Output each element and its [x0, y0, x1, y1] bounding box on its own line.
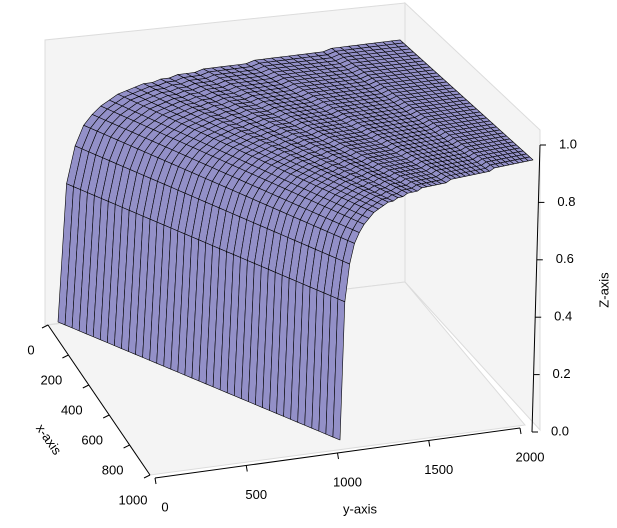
surface-patch — [332, 298, 346, 441]
y-tick-label: 0 — [161, 499, 168, 514]
x-tick — [41, 324, 49, 329]
y-tick — [337, 452, 339, 460]
y-tick — [245, 465, 248, 472]
x-axis-label: x-axis — [33, 421, 65, 458]
x-tick — [62, 354, 69, 359]
z-axis-line — [531, 144, 541, 433]
z-tick-label: 0.2 — [553, 366, 571, 381]
x-tick — [82, 384, 90, 389]
z-tick-label: 1.0 — [559, 136, 577, 151]
y-tick-label: 2000 — [516, 449, 545, 464]
x-tick-label: 0 — [27, 342, 34, 357]
x-tick-label: 200 — [41, 372, 63, 387]
y-tick-label: 1000 — [333, 474, 362, 489]
x-tick — [102, 414, 110, 419]
y-tick — [428, 440, 431, 447]
x-tick — [123, 444, 130, 449]
z-tick-label: 0.0 — [551, 423, 569, 438]
x-tick-label: 400 — [61, 402, 83, 417]
x-tick-label: 600 — [81, 432, 103, 447]
y-tick — [154, 477, 157, 485]
x-tick — [143, 474, 151, 479]
x-tick-label: 1000 — [119, 492, 148, 507]
y-tick-label: 500 — [245, 487, 267, 502]
z-tick-label: 0.8 — [557, 194, 575, 209]
z-axis-label: Z-axis — [596, 272, 611, 308]
x-axis-line — [47, 324, 151, 476]
y-axis-label: y-axis — [343, 501, 377, 516]
y-tick-label: 1500 — [424, 462, 453, 477]
x-tick-label: 800 — [102, 462, 124, 477]
z-tick-label: 0.4 — [554, 309, 572, 324]
z-tick-label: 0.6 — [556, 251, 574, 266]
y-tick — [519, 427, 522, 435]
